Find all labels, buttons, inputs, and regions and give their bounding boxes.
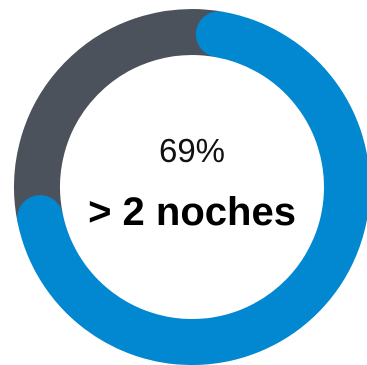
donut-slice-main — [17, 11, 367, 365]
donut-slice-rest — [14, 9, 223, 223]
donut-slices — [14, 9, 367, 365]
percent-label: 69% — [159, 132, 225, 169]
center-label: > 2 noches — [88, 190, 296, 234]
